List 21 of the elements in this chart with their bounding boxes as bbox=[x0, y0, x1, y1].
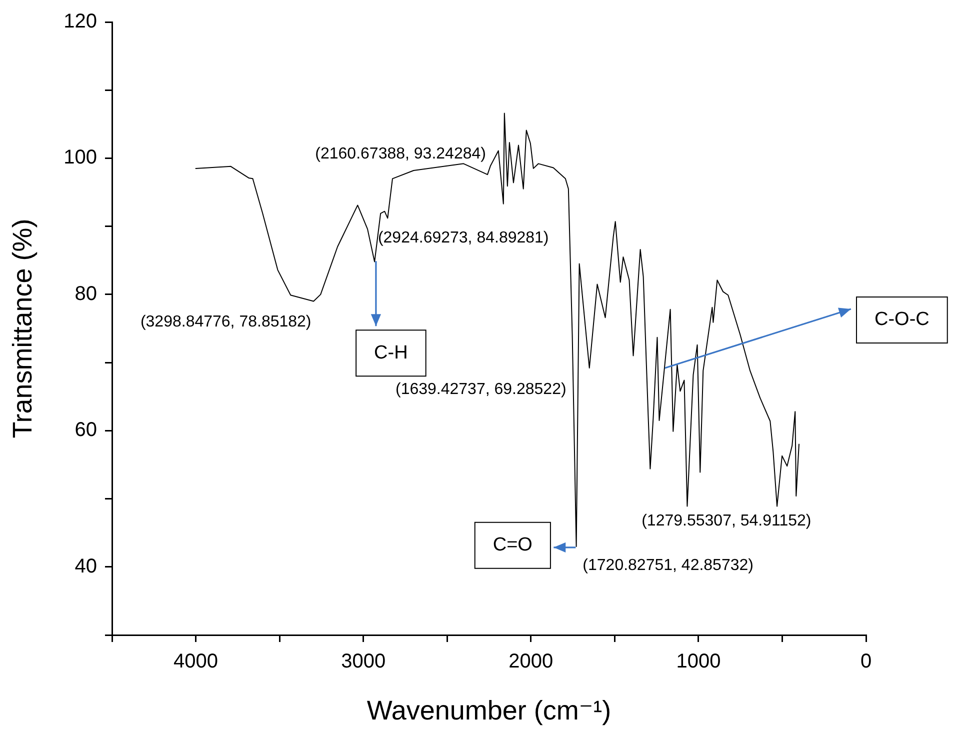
annotation: (2160.67388, 93.24284) bbox=[315, 146, 486, 163]
y-tick-label: 60 bbox=[74, 419, 97, 442]
annotation: C-O-C bbox=[874, 309, 930, 330]
annotation: (1279.55307, 54.91152) bbox=[642, 512, 812, 530]
y-axis-title: Transmittance (%) bbox=[8, 218, 38, 438]
x-tick-label: 1000 bbox=[676, 650, 721, 673]
x-tick-label: 4000 bbox=[174, 650, 218, 673]
annotation: (2924.69273, 84.89281) bbox=[378, 230, 549, 247]
annotation: C-H bbox=[374, 342, 408, 364]
annotation: (1720.82751, 42.85732) bbox=[582, 556, 754, 574]
y-tick-label: 120 bbox=[64, 10, 97, 33]
y-tick-label: 100 bbox=[64, 146, 97, 169]
annotation: (1639.42737, 69.28522) bbox=[395, 380, 566, 398]
x-tick-label: 2000 bbox=[508, 650, 554, 673]
x-tick-label: 0 bbox=[860, 650, 872, 673]
annotation: C=O bbox=[492, 534, 532, 556]
x-tick-label: 3000 bbox=[341, 650, 386, 673]
x-axis-title: Wavenumber (cm⁻¹) bbox=[366, 695, 612, 726]
y-tick-label: 40 bbox=[74, 555, 97, 578]
y-tick-label: 80 bbox=[74, 282, 97, 305]
annotation: (3298.84776, 78.85182) bbox=[140, 314, 312, 331]
